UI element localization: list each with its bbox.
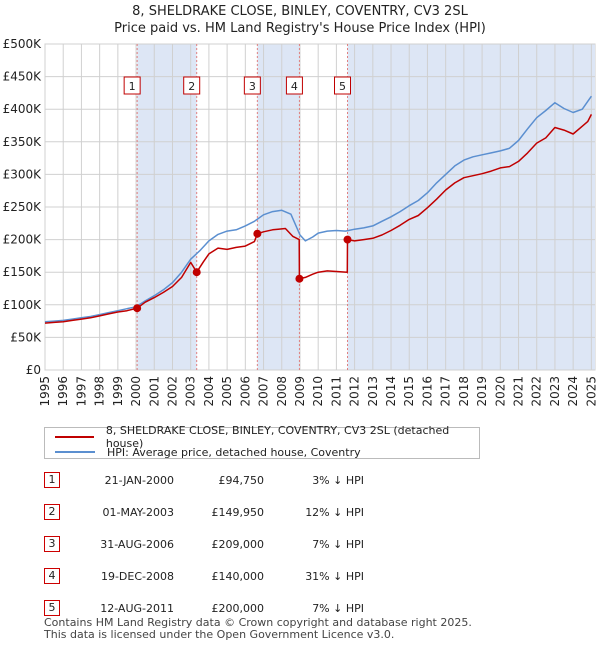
- x-tick-label: 2009: [293, 376, 307, 407]
- sale-point: [253, 229, 262, 238]
- x-tick-label: 2011: [329, 376, 343, 407]
- sale-hpi-diff: 3% ↓ HPI: [312, 474, 364, 487]
- sale-price: £94,750: [218, 474, 265, 487]
- x-tick-label: 2025: [584, 376, 598, 407]
- sale-hpi-diff: 12% ↓ HPI: [305, 506, 364, 519]
- chart-title: 8, SHELDRAKE CLOSE, BINLEY, COVENTRY, CV…: [132, 4, 468, 19]
- sale-number-badge: 2: [44, 504, 60, 520]
- sale-marker-box: [285, 76, 303, 95]
- y-tick-label: £150K: [3, 265, 43, 279]
- sale-point: [192, 268, 201, 277]
- sale-marker-box: [183, 76, 201, 95]
- y-tick-label: £250K: [3, 200, 43, 214]
- sale-number-badge: 1: [44, 472, 60, 488]
- legend-swatch-hpi: [55, 451, 95, 453]
- sale-number-badge: 4: [44, 568, 60, 584]
- sale-number-badge: 3: [44, 536, 60, 552]
- x-tick-label: 2017: [439, 376, 453, 407]
- y-tick-label: £400K: [3, 102, 43, 116]
- y-tick-label: £350K: [3, 135, 43, 149]
- x-tick-label: 2015: [402, 376, 416, 407]
- sale-marker-label: 4: [291, 80, 298, 93]
- x-tick-label: 2022: [530, 376, 544, 407]
- x-tick-label: 2000: [129, 376, 143, 407]
- footer-notice: Contains HM Land Registry data © Crown c…: [44, 617, 472, 641]
- y-tick-label: £300K: [3, 167, 43, 181]
- x-tick-label: 2014: [384, 376, 398, 407]
- x-tick-label: 2008: [275, 376, 289, 407]
- x-tick-label: 2013: [366, 376, 380, 407]
- x-tick-label: 1997: [74, 376, 88, 407]
- sale-date: 12-AUG-2011: [100, 602, 174, 615]
- x-tick-label: 2020: [493, 376, 507, 407]
- property-price-line: [44, 114, 593, 324]
- sale-date: 19-DEC-2008: [100, 570, 174, 583]
- y-tick-label: £0: [26, 363, 41, 377]
- x-tick-label: 1998: [93, 376, 107, 407]
- y-tick-label: £200K: [3, 233, 43, 247]
- sale-hpi-diff: 7% ↓ HPI: [312, 602, 364, 615]
- x-tick-label: 2024: [566, 376, 580, 407]
- footer-copyright: Contains HM Land Registry data © Crown c…: [44, 616, 472, 629]
- sale-hpi-diff: 31% ↓ HPI: [305, 570, 364, 583]
- legend-label-hpi: HPI: Average price, detached house, Cove…: [107, 445, 361, 459]
- x-tick-label: 1999: [111, 376, 125, 407]
- sale-marker-label: 2: [188, 80, 195, 93]
- sale-price: £140,000: [211, 570, 265, 583]
- legend: 8, SHELDRAKE CLOSE, BINLEY, COVENTRY, CV…: [44, 424, 480, 459]
- x-tick-label: 2004: [202, 376, 216, 407]
- x-tick-label: 2010: [311, 376, 325, 407]
- x-tick-label: 2003: [184, 376, 198, 407]
- sale-marker-label: 3: [249, 80, 256, 93]
- x-tick-label: 2018: [457, 376, 471, 407]
- sale-row: 5 12-AUG-2011 £200,000 7% ↓ HPI: [44, 600, 444, 618]
- sale-row: 2 01-MAY-2003 £149,950 12% ↓ HPI: [44, 504, 444, 522]
- sale-point: [343, 235, 352, 244]
- y-tick-label: £500K: [3, 37, 43, 51]
- sale-point: [295, 274, 304, 283]
- x-tick-label: 2019: [475, 376, 489, 407]
- legend-item-property: 8, SHELDRAKE CLOSE, BINLEY, COVENTRY, CV…: [55, 424, 479, 450]
- x-tick-label: 2005: [220, 376, 234, 407]
- sale-marker-box: [334, 76, 351, 95]
- x-tick-label: 1995: [38, 376, 52, 407]
- sale-marker-box: [243, 76, 261, 95]
- y-tick-label: £50K: [10, 330, 42, 344]
- sale-marker-label: 1: [129, 80, 136, 93]
- y-tick-label: £450K: [3, 70, 43, 84]
- x-tick-label: 2021: [512, 376, 526, 407]
- x-tick-label: 2023: [548, 376, 562, 407]
- x-tick-label: 2001: [147, 376, 161, 407]
- chart-subtitle: Price paid vs. HM Land Registry's House …: [114, 21, 486, 36]
- legend-item-hpi: HPI: Average price, detached house, Cove…: [55, 445, 361, 459]
- sale-marker-label: 5: [339, 80, 346, 93]
- sale-date: 21-JAN-2000: [104, 474, 174, 487]
- sale-row: 4 19-DEC-2008 £140,000 31% ↓ HPI: [44, 568, 444, 586]
- price-chart: £0 £50K £100K £150K £200K £250K £300K £350K £400…: [3, 37, 599, 407]
- x-tick-label: 2012: [348, 376, 362, 407]
- sale-marker-box: [123, 76, 141, 95]
- sale-number-badge: 5: [44, 600, 60, 616]
- sale-price: £209,000: [211, 538, 265, 551]
- sale-date: 01-MAY-2003: [102, 506, 174, 519]
- x-tick-label: 1996: [56, 376, 70, 407]
- x-tick-label: 2007: [257, 376, 271, 407]
- sale-price: £149,950: [211, 506, 265, 519]
- y-tick-label: £100K: [3, 298, 43, 312]
- legend-swatch-property: [55, 436, 94, 438]
- sale-hpi-diff: 7% ↓ HPI: [312, 538, 364, 551]
- sale-row: 3 31-AUG-2006 £209,000 7% ↓ HPI: [44, 536, 444, 554]
- sale-price: £200,000: [211, 602, 265, 615]
- sale-point: [133, 304, 142, 313]
- legend-label-property: 8, SHELDRAKE CLOSE, BINLEY, COVENTRY, CV…: [105, 424, 450, 450]
- footer-licence: This data is licensed under the Open Gov…: [44, 628, 395, 641]
- sale-date: 31-AUG-2006: [100, 538, 174, 551]
- x-tick-label: 2002: [165, 376, 179, 407]
- x-tick-label: 2016: [420, 376, 434, 407]
- x-tick-label: 2006: [238, 376, 252, 407]
- sale-row: 1 21-JAN-2000 £94,750 3% ↓ HPI: [44, 472, 444, 490]
